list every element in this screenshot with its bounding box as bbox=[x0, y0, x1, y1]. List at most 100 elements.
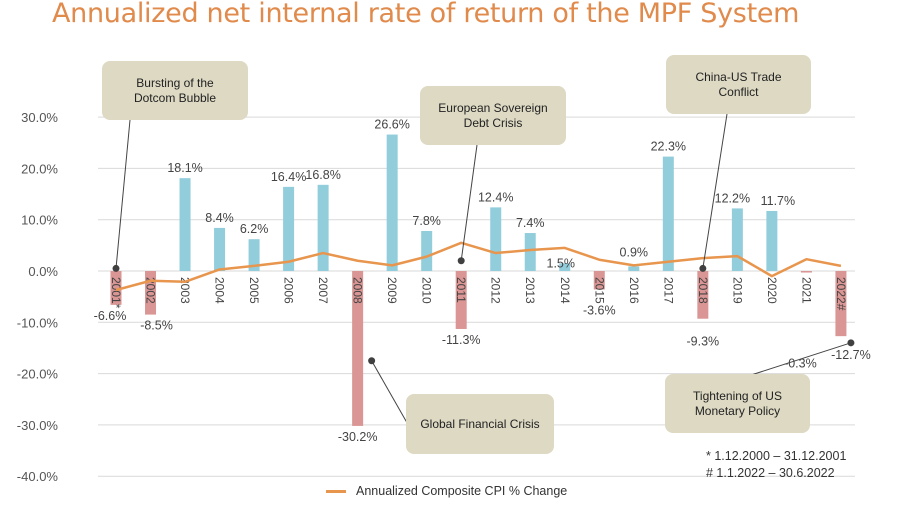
bar bbox=[559, 263, 571, 271]
bars bbox=[110, 134, 847, 426]
x-tick-label: 2022# bbox=[834, 277, 848, 311]
x-tick-label: 2018 bbox=[696, 277, 710, 304]
data-label: 1.5% bbox=[547, 256, 576, 270]
footnote-2001: * 1.12.2000 – 31.12.2001 bbox=[706, 449, 847, 463]
data-label: 7.8% bbox=[412, 214, 441, 228]
x-tick-label: 2010 bbox=[420, 277, 434, 304]
callout-leader-line bbox=[460, 144, 478, 261]
callout-text: European Sovereign Debt Crisis bbox=[438, 100, 548, 130]
chart-title: Annualized net internal rate of return o… bbox=[52, 0, 800, 29]
y-tick-label: -10.0% bbox=[17, 315, 59, 330]
data-label: -12.7% bbox=[831, 348, 871, 362]
cpi-line-group bbox=[115, 241, 842, 292]
x-tick-label: 2007 bbox=[316, 277, 330, 304]
callout-leader-line bbox=[744, 342, 852, 378]
data-label: 16.4% bbox=[271, 170, 306, 184]
data-label: 0.9% bbox=[620, 245, 649, 259]
bar bbox=[766, 210, 778, 271]
x-tick-label: 2011 bbox=[454, 277, 468, 303]
data-label: 7.4% bbox=[516, 216, 545, 230]
y-tick-label: 20.0% bbox=[21, 161, 58, 176]
x-tick-label: 2021 bbox=[799, 277, 813, 304]
bar bbox=[662, 156, 674, 271]
callout-leaders bbox=[112, 113, 855, 429]
bar bbox=[317, 184, 329, 271]
bar bbox=[628, 266, 640, 271]
data-label: 6.2% bbox=[240, 222, 269, 236]
y-tick-label: 30.0% bbox=[21, 110, 58, 125]
callout-marker-dot bbox=[457, 257, 465, 265]
x-tick-label: 2001* bbox=[109, 277, 123, 309]
bar bbox=[248, 239, 260, 271]
bar bbox=[593, 271, 605, 290]
cpi-line bbox=[115, 241, 842, 292]
data-label: 16.8% bbox=[305, 168, 340, 182]
bar bbox=[731, 208, 743, 271]
callout-marker-dot bbox=[112, 264, 120, 272]
x-tick-label: 2005 bbox=[247, 277, 261, 304]
bar bbox=[835, 271, 847, 337]
callout-china-us-trade: China-US Trade Conflict bbox=[666, 55, 811, 114]
x-tick-label: 2004 bbox=[213, 277, 227, 304]
footnote-2022: # 1.1.2022 – 30.6.2022 bbox=[706, 466, 835, 480]
x-axis-labels: 2001* 2002 2003 2004 2005 2006 2007 2008 2009 201… bbox=[109, 277, 848, 311]
y-tick-label: 0.0% bbox=[28, 264, 58, 279]
x-tick-label: 2017 bbox=[661, 277, 675, 304]
bar bbox=[697, 271, 709, 319]
callout-us-monetary-tightening: Tightening of US Monetary Policy bbox=[665, 374, 810, 433]
y-tick-label: 10.0% bbox=[21, 213, 58, 228]
data-label: -0.3% bbox=[784, 357, 817, 371]
data-label: 22.3% bbox=[651, 140, 686, 154]
bar bbox=[455, 271, 467, 329]
data-labels: -6.6% -8.5% 18.1% 8.4% 6.2% 16.4% 16.8% -30.2% 2… bbox=[94, 118, 871, 444]
data-label: 8.4% bbox=[205, 211, 234, 225]
data-label: -6.6% bbox=[94, 309, 127, 323]
x-tick-label: 2008 bbox=[351, 277, 365, 304]
callout-marker-dot bbox=[368, 357, 376, 365]
data-label: 18.1% bbox=[167, 161, 202, 175]
x-tick-label: 2013 bbox=[523, 277, 537, 304]
data-label: -30.2% bbox=[338, 430, 378, 444]
bar bbox=[800, 271, 812, 273]
x-tick-label: 2012 bbox=[489, 277, 503, 304]
data-label: -11.3% bbox=[442, 333, 481, 347]
data-label: -8.5% bbox=[140, 319, 173, 333]
bar bbox=[490, 207, 502, 271]
y-tick-label: -40.0% bbox=[17, 469, 59, 484]
bar bbox=[179, 178, 191, 271]
data-label: 12.4% bbox=[478, 190, 513, 204]
callout-european-debt-crisis: European Sovereign Debt Crisis bbox=[420, 86, 566, 145]
x-tick-label: 2016 bbox=[627, 277, 641, 304]
bar bbox=[386, 134, 398, 271]
x-tick-label: 2006 bbox=[282, 277, 296, 304]
callout-dotcom-bubble: Bursting of the Dotcom Bubble bbox=[102, 61, 248, 120]
bar bbox=[145, 271, 157, 315]
legend-cpi-label: Annualized Composite CPI % Change bbox=[356, 484, 568, 498]
callout-text: China-US Trade Conflict bbox=[695, 69, 782, 99]
data-label: -9.3% bbox=[687, 335, 720, 349]
x-tick-label: 2002 bbox=[144, 277, 158, 304]
bar bbox=[110, 271, 122, 305]
x-tick-label: 2009 bbox=[385, 277, 399, 304]
legend-cpi-swatch bbox=[326, 489, 346, 493]
data-label: 26.6% bbox=[374, 118, 409, 132]
callout-text: Bursting of the Dotcom Bubble bbox=[133, 75, 217, 105]
y-tick-label: -30.0% bbox=[17, 418, 59, 433]
footnotes: * 1.12.2000 – 31.12.2001 # 1.1.2022 – 30… bbox=[706, 448, 846, 482]
bar bbox=[214, 227, 226, 271]
callout-leader-line bbox=[115, 119, 131, 269]
data-label: -3.6% bbox=[583, 303, 616, 317]
y-axis-ticks: 30.0% 20.0% 10.0% 0.0% -10.0% -20.0% -30.0% -40… bbox=[17, 110, 59, 484]
callout-text: Global Financial Crisis bbox=[420, 416, 540, 431]
bar bbox=[421, 230, 433, 271]
x-tick-label: 2003 bbox=[178, 277, 192, 304]
bar bbox=[524, 233, 536, 271]
callout-marker-dot bbox=[847, 339, 855, 347]
x-tick-label: 2015 bbox=[592, 277, 606, 304]
y-tick-label: -20.0% bbox=[17, 367, 59, 382]
bar bbox=[352, 271, 364, 426]
callout-leader-line bbox=[371, 360, 411, 429]
x-tick-label: 2014 bbox=[558, 277, 572, 304]
x-tick-label: 2019 bbox=[730, 277, 744, 304]
